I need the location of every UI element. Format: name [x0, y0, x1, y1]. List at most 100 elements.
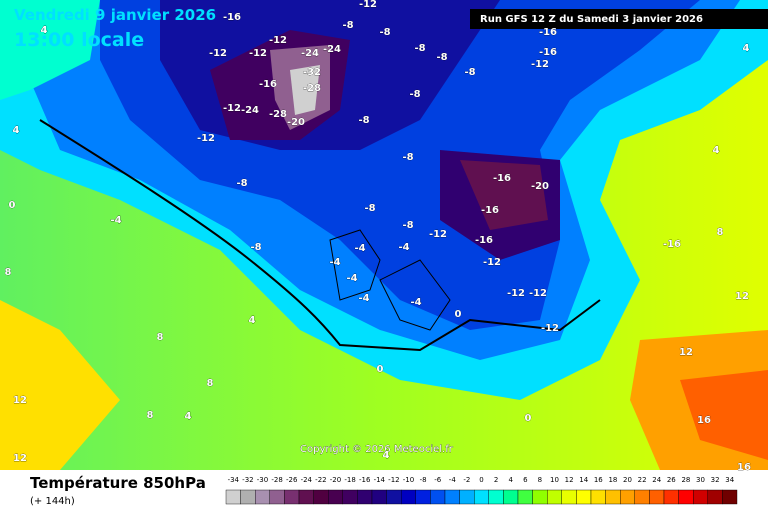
scale-label: -12 [388, 476, 399, 484]
scale-swatch [444, 489, 460, 505]
isotherm-label: 4 [13, 125, 20, 136]
isotherm-label: -4 [346, 273, 357, 284]
scale-label: -14 [374, 476, 386, 484]
isotherm-label: -8 [236, 178, 247, 189]
isotherm-label: 12 [679, 347, 693, 358]
isotherm-label: -12 [531, 59, 549, 70]
isotherm-label: -8 [358, 115, 369, 126]
scale-swatch [561, 489, 577, 505]
isotherm-label: -12 [359, 0, 377, 10]
isotherm-label: -16 [663, 239, 681, 250]
scale-swatch [663, 489, 679, 505]
scale-label: -26 [286, 476, 298, 484]
scale-swatch [313, 489, 329, 505]
isotherm-label: -12 [249, 48, 267, 59]
scale-label: -32 [242, 476, 253, 484]
scale-swatch [722, 489, 738, 505]
color-scale: -34 -32 -30 -28 -26 -24 -22 -20 -18 -16 -14 -12 -10-… [225, 476, 738, 505]
isotherm-label: -4 [329, 257, 340, 268]
isotherm-label: -12 [541, 323, 559, 334]
scale-swatch [707, 489, 723, 505]
footer-subtitle: (+ 144h) [30, 496, 75, 507]
isotherm-label: 0 [455, 309, 462, 320]
scale-label: 16 [594, 476, 603, 484]
scale-swatch [328, 489, 344, 505]
scale-label: -16 [359, 476, 371, 484]
map [0, 0, 768, 470]
isotherm-label: -12 [269, 35, 287, 46]
run-info: Run GFS 12 Z du Samedi 3 janvier 2026 [480, 14, 703, 25]
scale-label: -8 [420, 476, 427, 484]
scale-swatch [634, 489, 650, 505]
isotherm-label: -4 [398, 242, 409, 253]
scale-swatch [532, 489, 548, 505]
scale-swatch [693, 489, 709, 505]
scale-label: 22 [638, 476, 647, 484]
isotherm-label: -8 [414, 43, 425, 54]
scale-swatch [357, 489, 373, 505]
isotherm-label: -12 [529, 288, 547, 299]
isotherm-label: -24 [323, 44, 341, 55]
isotherm-label: -8 [364, 203, 375, 214]
isotherm-label: 8 [5, 267, 12, 278]
scale-label: 4 [508, 476, 513, 484]
isotherm-label: -16 [481, 205, 499, 216]
scale-label: 6 [523, 476, 528, 484]
scale-label: 20 [623, 476, 632, 484]
isotherm-label: 16 [697, 415, 711, 426]
isotherm-label: -12 [507, 288, 525, 299]
isotherm-label: -8 [436, 52, 447, 63]
scale-swatch [225, 489, 241, 505]
footer-title: Température 850hPa [30, 474, 206, 492]
isotherm-label: -4 [110, 215, 121, 226]
map-time: 13:00 locale [14, 29, 144, 51]
scale-swatch [649, 489, 665, 505]
isotherm-label: 12 [13, 395, 27, 406]
scale-label: 8 [538, 476, 542, 484]
isotherm-label: -8 [250, 242, 261, 253]
scale-swatch [590, 489, 606, 505]
scale-swatch [459, 489, 475, 505]
scale-label: 10 [550, 476, 559, 484]
isotherm-label: -16 [539, 47, 557, 58]
scale-label: -6 [434, 476, 442, 484]
scale-label: 24 [652, 476, 661, 484]
isotherm-label: -28 [269, 109, 287, 120]
scale-label: -30 [257, 476, 268, 484]
scale-swatch [240, 489, 256, 505]
scale-swatch [605, 489, 621, 505]
isotherm-label: -28 [303, 83, 321, 94]
isotherm-label: -12 [429, 229, 447, 240]
scale-swatch [547, 489, 563, 505]
scale-label: 32 [711, 476, 720, 484]
scale-label: 2 [494, 476, 498, 484]
scale-label: 14 [579, 476, 588, 484]
isotherm-label: -8 [342, 20, 353, 31]
scale-label: -18 [344, 476, 355, 484]
scale-swatch [474, 489, 490, 505]
isotherm-label: 8 [717, 227, 724, 238]
map-labels: -16-12-8-12 -12-12-24 -24-32-16 -28-12 -24 -2… [4, 0, 751, 473]
scale-swatch [269, 489, 285, 505]
isotherm-label: 16 [737, 462, 751, 473]
isotherm-label: 8 [147, 410, 154, 421]
copyright: Copyright © 2026 Meteociel.fr [300, 444, 454, 455]
isotherm-label: -12 [483, 257, 501, 268]
scale-swatch [342, 489, 358, 505]
scale-label: -34 [228, 476, 240, 484]
isotherm-label: -8 [409, 89, 420, 100]
scale-label: 0 [479, 476, 483, 484]
isotherm-label: -8 [402, 152, 413, 163]
scale-swatch [678, 489, 694, 505]
isotherm-label: -16 [539, 27, 557, 38]
isotherm-label: 8 [207, 378, 214, 389]
isotherm-label: -16 [493, 173, 511, 184]
isotherm-label: -16 [475, 235, 493, 246]
isotherm-label: 0 [525, 413, 532, 424]
scale-swatch [386, 489, 402, 505]
scale-label: -4 [449, 476, 457, 484]
isotherm-label: -12 [209, 48, 227, 59]
isotherm-label: -4 [410, 297, 421, 308]
scale-swatch [415, 489, 431, 505]
isotherm-label: -24 [301, 48, 319, 59]
